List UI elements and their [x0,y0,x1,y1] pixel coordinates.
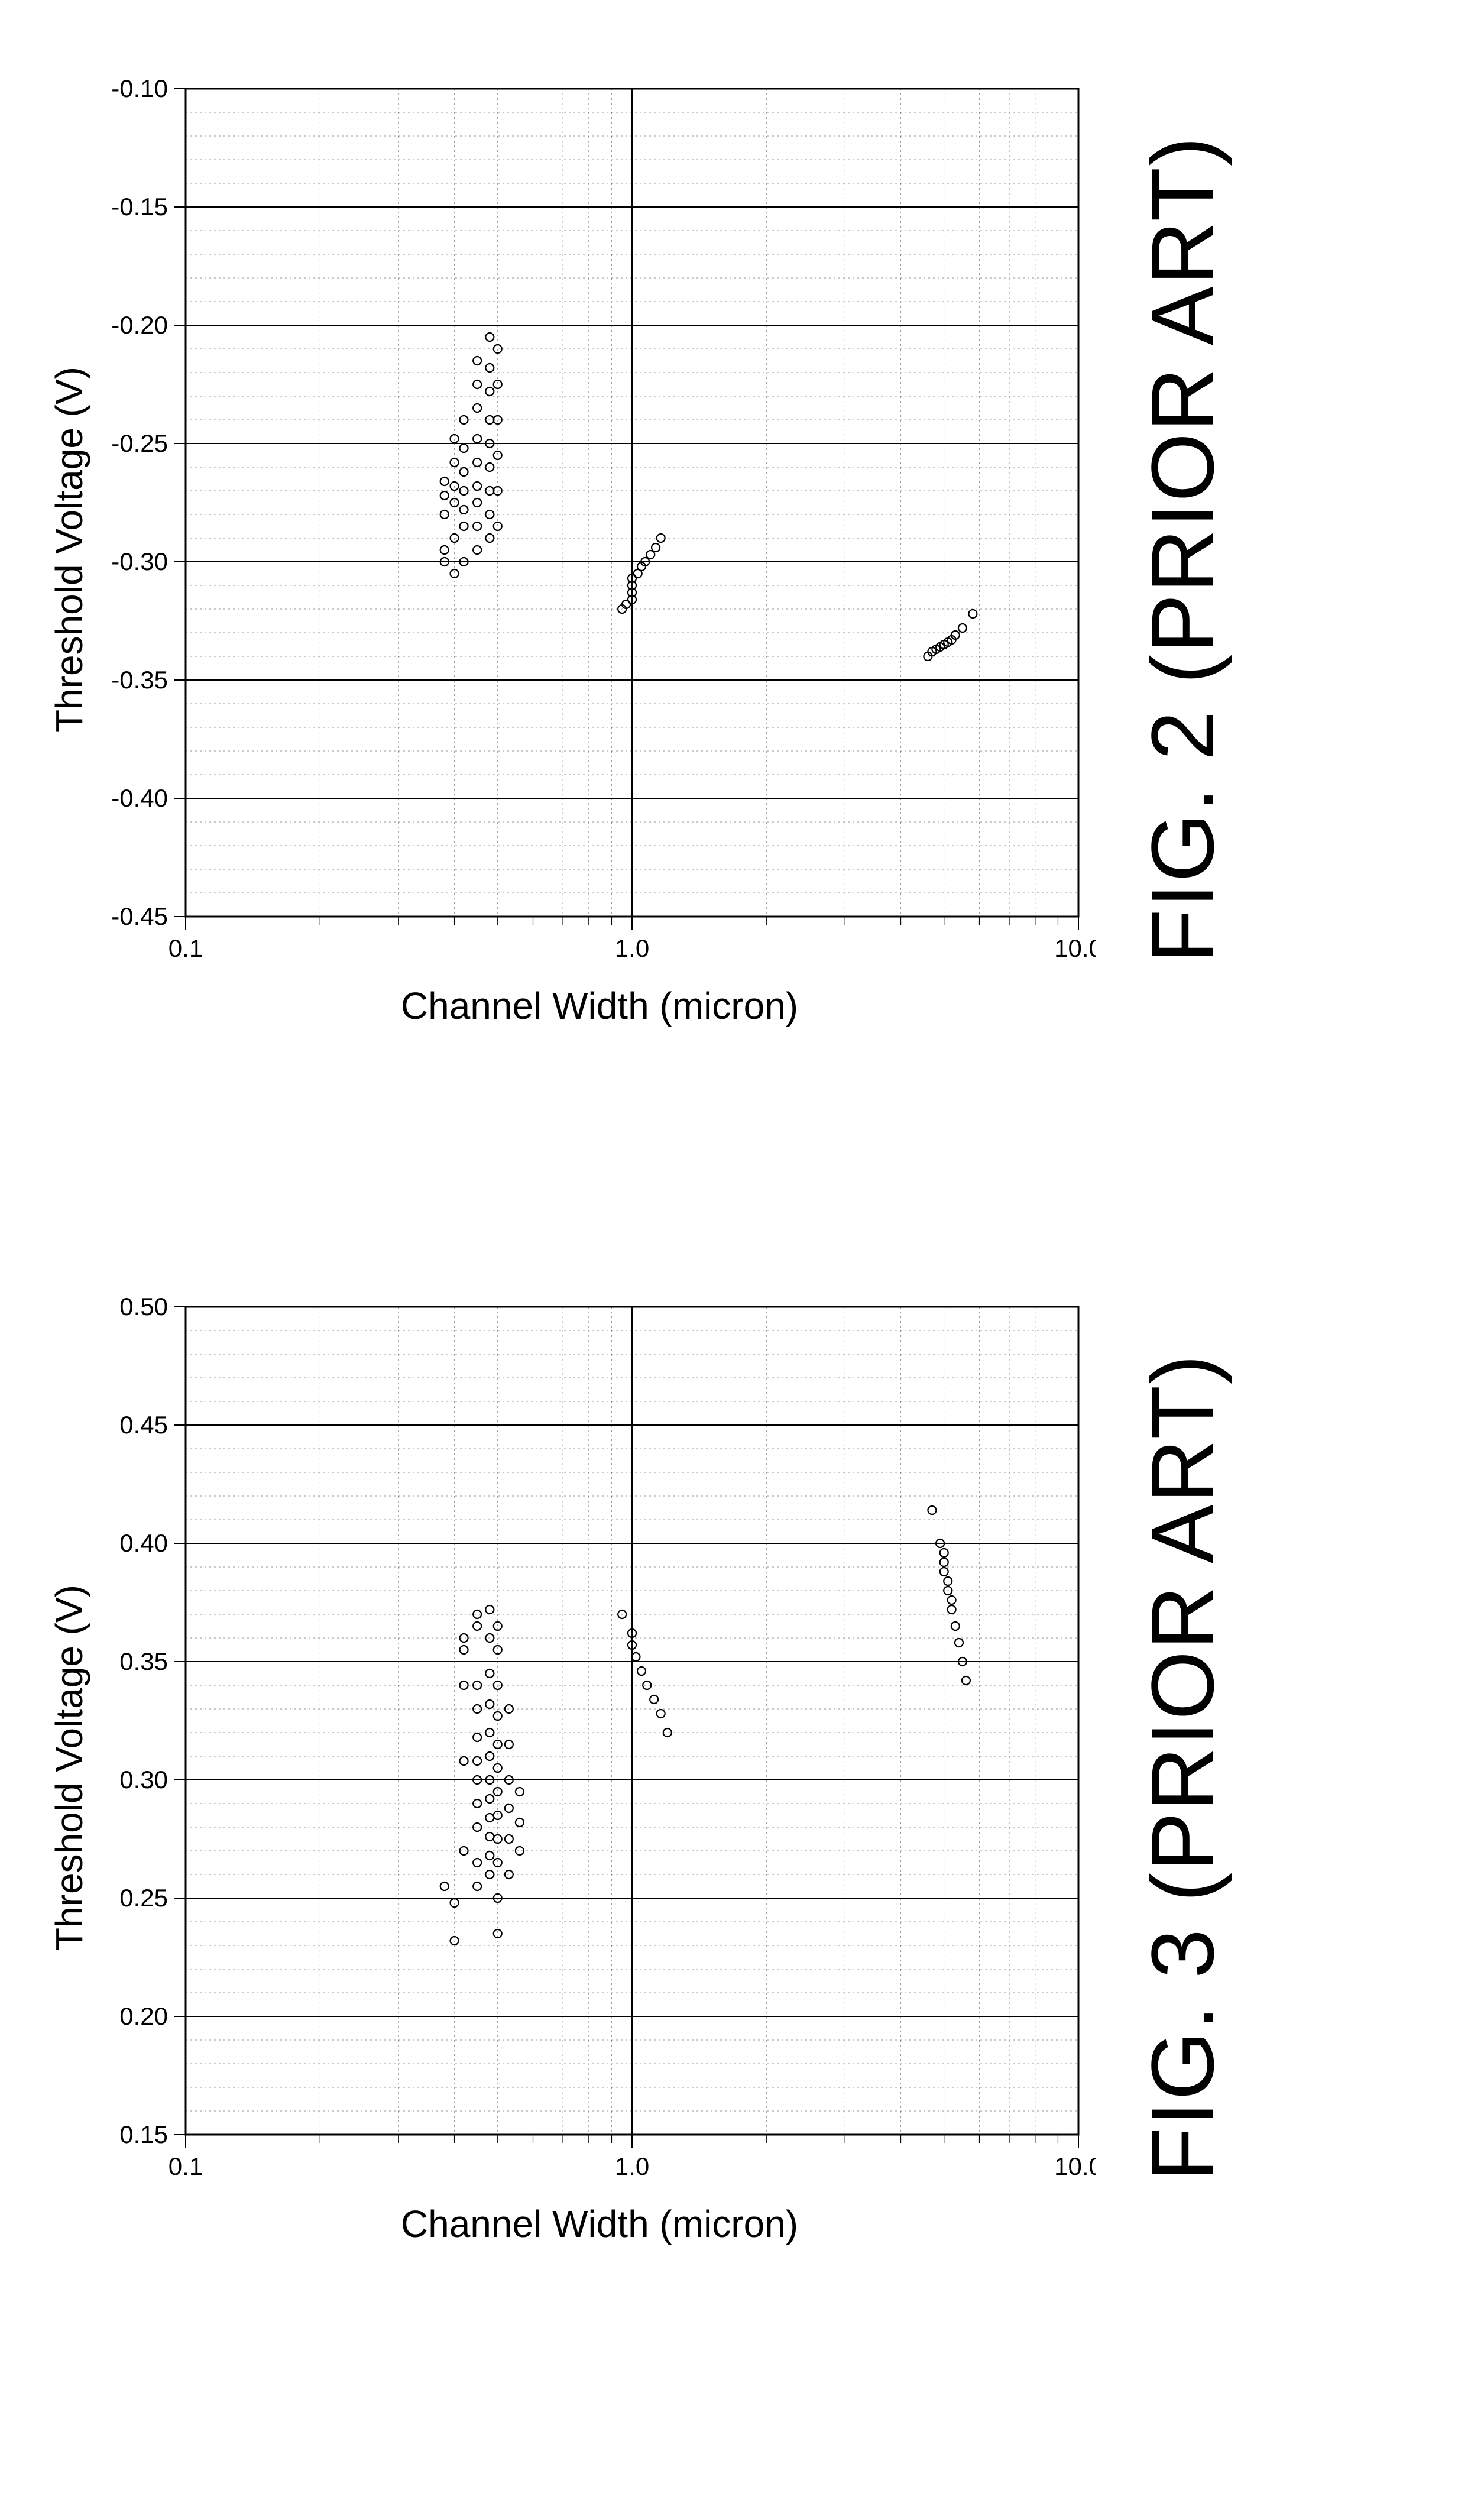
svg-text:1.0: 1.0 [615,2152,649,2180]
svg-text:0.45: 0.45 [119,1411,168,1439]
svg-text:-0.15: -0.15 [111,193,168,221]
svg-text:0.50: 0.50 [119,1293,168,1320]
figure-3-block: Threshold Voltage (V) 0.1 1.0 10.0 0.15 0.20… [47,1289,1234,2246]
page: Threshold Voltage (V) 0.1 1.0 10.0 -0.45 -0.… [24,24,1460,2469]
figure-3-caption: FIG. 3 (PRIOR ART) [1132,1354,1234,2181]
svg-text:0.1: 0.1 [169,2152,203,2180]
figure-2-plot-col: 0.1 1.0 10.0 -0.45 -0.40 -0.35 -0.30 -0.25 -0.20… [103,71,1096,1028]
figure-2-chart: 0.1 1.0 10.0 -0.45 -0.40 -0.35 -0.30 -0.25 -0.20… [103,71,1096,970]
svg-text:0.1: 0.1 [169,934,203,962]
svg-text:-0.35: -0.35 [111,666,168,694]
svg-text:0.15: 0.15 [119,2120,168,2148]
figure-3-plot-wrap: Threshold Voltage (V) 0.1 1.0 10.0 0.15 0.20… [47,1289,1096,2246]
figure-3-ylabel: Threshold Voltage (V) [47,1585,91,1951]
svg-text:0.20: 0.20 [119,2002,168,2030]
figure-2-xlabel: Channel Width (micron) [401,984,798,1028]
svg-text:0.25: 0.25 [119,1884,168,1912]
figure-2-ylabel: Threshold Voltage (V) [47,367,91,733]
svg-text:-0.40: -0.40 [111,784,168,812]
svg-text:1.0: 1.0 [615,934,649,962]
svg-text:10.0: 10.0 [1054,2152,1096,2180]
figure-3-xlabel: Channel Width (micron) [401,2202,798,2246]
figure-2-plot-wrap: Threshold Voltage (V) 0.1 1.0 10.0 -0.45 -0.… [47,71,1096,1028]
figure-2-block: Threshold Voltage (V) 0.1 1.0 10.0 -0.45 -0.… [47,71,1234,1028]
figure-3-plot-col: 0.1 1.0 10.0 0.15 0.20 0.25 0.30 0.35 0.40 0.45 0.… [103,1289,1096,2246]
svg-text:0.30: 0.30 [119,1766,168,1793]
svg-text:-0.45: -0.45 [111,902,168,930]
svg-text:-0.10: -0.10 [111,75,168,102]
svg-text:0.40: 0.40 [119,1529,168,1557]
svg-text:-0.20: -0.20 [111,311,168,339]
figure-2-caption: FIG. 2 (PRIOR ART) [1132,135,1234,963]
figure-3-chart: 0.1 1.0 10.0 0.15 0.20 0.25 0.30 0.35 0.40 0.45 0.… [103,1289,1096,2188]
svg-text:-0.30: -0.30 [111,548,168,575]
svg-text:10.0: 10.0 [1054,934,1096,962]
svg-text:-0.25: -0.25 [111,429,168,457]
svg-text:0.35: 0.35 [119,1647,168,1675]
